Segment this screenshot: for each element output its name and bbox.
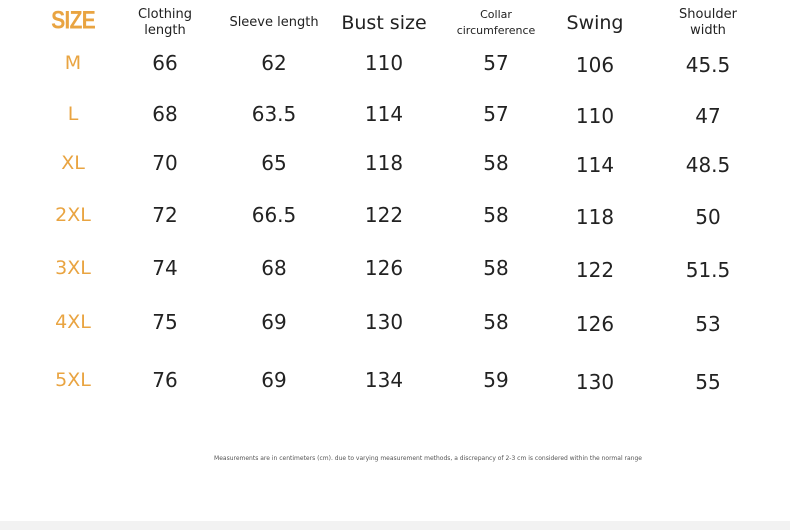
table-cell: 50 (695, 205, 721, 229)
table-cell: 110 (364, 51, 404, 75)
measurement-note: Measurements are in centimeters (cm). du… (214, 455, 642, 462)
table-cell: 59 (483, 368, 509, 392)
table-cell: 51.5 (685, 258, 731, 282)
table-cell: 118 (575, 205, 615, 229)
table-cell: 114 (575, 153, 615, 177)
table-cell: 118 (364, 151, 404, 175)
table-cell: 45.5 (685, 53, 731, 77)
table-cell: 57 (483, 51, 509, 75)
table-cell: 106 (575, 53, 615, 77)
table-cell: 130 (364, 310, 404, 334)
size-label: XL (61, 152, 85, 174)
table-cell: 62 (261, 51, 287, 75)
bottom-strip (0, 521, 790, 530)
table-cell: 126 (364, 256, 404, 280)
size-header: SIZE (51, 6, 96, 35)
table-cell: 68 (261, 256, 287, 280)
table-cell: 134 (364, 368, 404, 392)
clothing-length-header: Clothing length (137, 7, 193, 38)
table-cell: 53 (695, 312, 721, 336)
table-cell: 114 (364, 102, 404, 126)
table-cell: 74 (152, 256, 178, 280)
bust-size-header: Bust size (341, 12, 427, 34)
size-label: 3XL (55, 257, 91, 279)
table-cell: 76 (152, 368, 178, 392)
table-cell: 72 (152, 203, 178, 227)
size-label: 5XL (55, 369, 91, 391)
table-cell: 65 (261, 151, 287, 175)
table-cell: 126 (575, 312, 615, 336)
table-cell: 70 (152, 151, 178, 175)
table-cell: 66 (152, 51, 178, 75)
table-cell: 57 (483, 102, 509, 126)
table-cell: 122 (575, 258, 615, 282)
table-cell: 58 (483, 310, 509, 334)
table-cell: 58 (483, 256, 509, 280)
swing-header: Swing (566, 12, 624, 34)
collar-circumference-header: Collar circumference (456, 8, 536, 37)
size-label: 4XL (55, 311, 91, 333)
table-cell: 48.5 (685, 153, 731, 177)
table-cell: 66.5 (251, 203, 297, 227)
table-cell: 69 (261, 368, 287, 392)
table-cell: 55 (695, 370, 721, 394)
table-cell: 130 (575, 370, 615, 394)
table-cell: 58 (483, 151, 509, 175)
table-cell: 69 (261, 310, 287, 334)
sleeve-length-header: Sleeve length (229, 15, 319, 30)
table-cell: 68 (152, 102, 178, 126)
size-label: L (67, 103, 79, 125)
table-cell: 75 (152, 310, 178, 334)
table-cell: 122 (364, 203, 404, 227)
size-label: M (64, 52, 82, 74)
table-cell: 63.5 (251, 102, 297, 126)
size-label: 2XL (55, 204, 91, 226)
table-cell: 110 (575, 104, 615, 128)
table-cell: 58 (483, 203, 509, 227)
shoulder-width-header: Shoulder width (679, 7, 737, 38)
table-cell: 47 (695, 104, 721, 128)
